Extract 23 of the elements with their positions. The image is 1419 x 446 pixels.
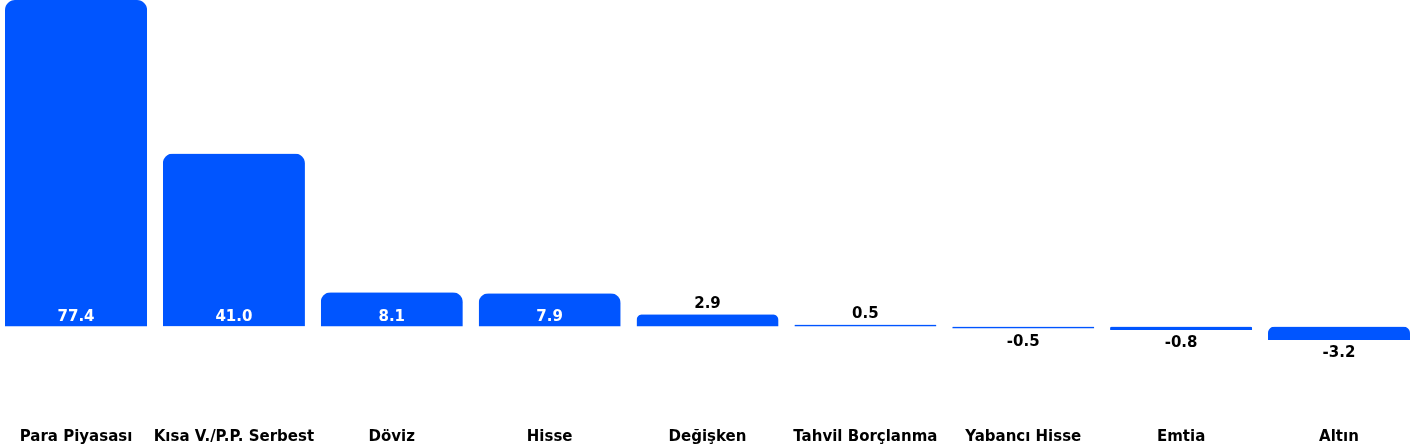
x-tick-label: Altın [1319, 426, 1359, 445]
bar [1267, 326, 1410, 340]
data-label: 2.9 [694, 294, 721, 313]
x-tick-label: Hisse [526, 426, 573, 445]
data-label: -0.8 [1164, 332, 1198, 351]
x-tick-label: Para Piyasası [19, 426, 133, 445]
data-label: -3.2 [1322, 343, 1356, 361]
x-tick-label: Emtia [1156, 426, 1206, 445]
x-tick-label: Tahvil Borçlanma [793, 426, 938, 445]
x-tick-label: Kısa V./P.P. Serbest [153, 426, 315, 445]
x-tick-label: Yabancı Hisse [964, 426, 1082, 445]
data-label: 0.5 [852, 304, 879, 323]
x-tick-label: Değişken [668, 426, 747, 445]
data-label: 41.0 [215, 306, 253, 325]
data-label: 77.4 [57, 306, 95, 325]
bar [320, 292, 463, 327]
bar [5, 0, 148, 327]
bar [162, 153, 305, 327]
data-label: 7.9 [536, 306, 563, 325]
data-label: -0.5 [1006, 331, 1040, 350]
x-tick-label: Döviz [368, 426, 416, 445]
data-label: 8.1 [378, 306, 406, 325]
bar [478, 293, 621, 327]
